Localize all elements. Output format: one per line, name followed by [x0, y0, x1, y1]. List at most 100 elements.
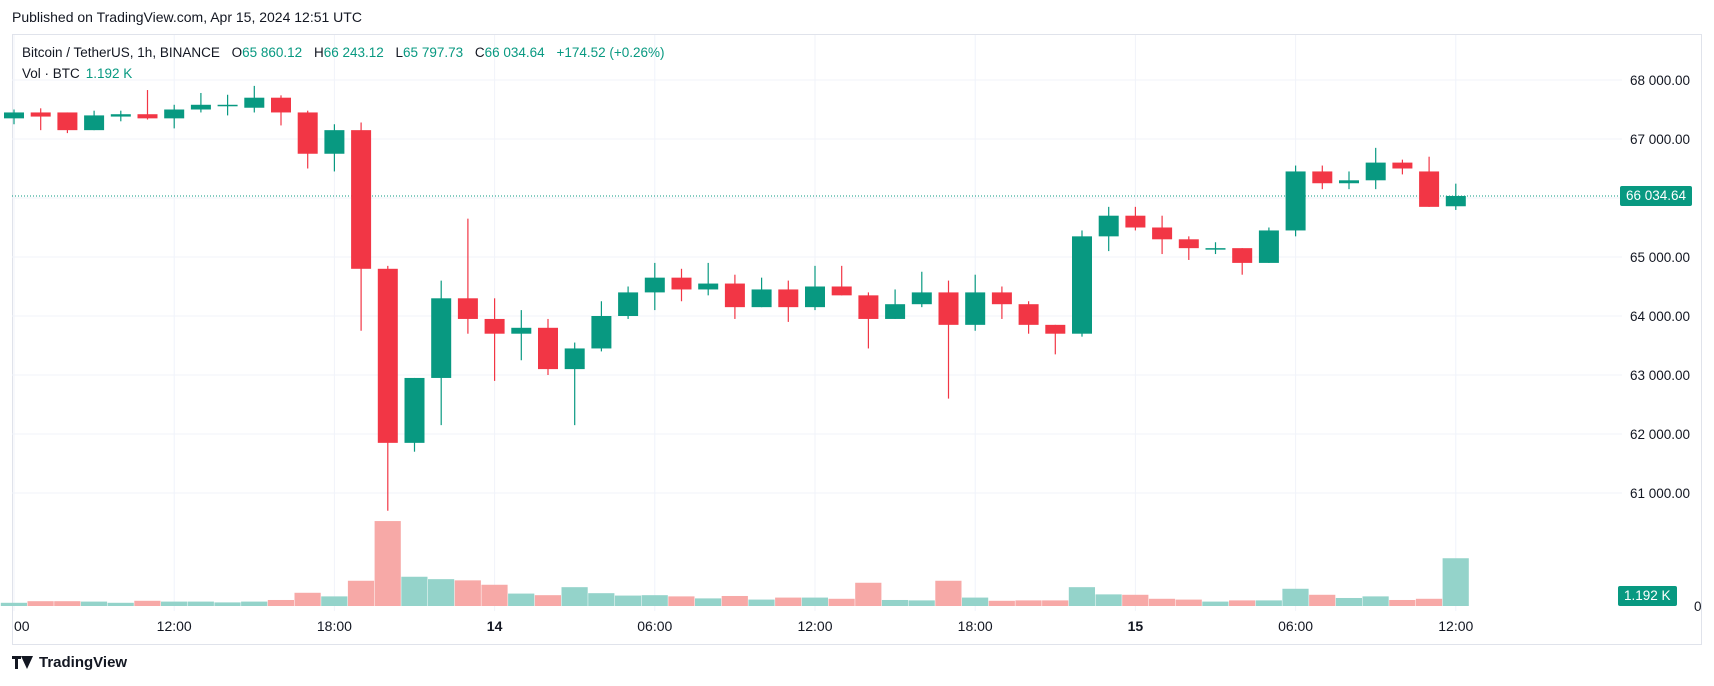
- time-axis-label: 15: [1128, 618, 1144, 634]
- volume-legend: Vol · BTC 1.192 K: [22, 66, 132, 81]
- volume-bar: [134, 600, 161, 606]
- change-value: +174.52 (+0.26%): [556, 45, 665, 60]
- volume-bar: [294, 592, 321, 606]
- candle-body: [885, 304, 906, 319]
- candle-body: [1018, 304, 1039, 325]
- volume-bar: [695, 598, 722, 606]
- tradingview-logo[interactable]: TradingView: [12, 654, 127, 671]
- candle-body: [1419, 171, 1440, 207]
- price-axis-label: 61 000.00: [1630, 486, 1690, 501]
- volume-bar: [1415, 598, 1443, 606]
- open-label: O: [231, 45, 243, 60]
- candle-body: [377, 268, 398, 443]
- volume-bar: [454, 580, 481, 606]
- candle-body: [591, 316, 612, 349]
- volume-bar: [1389, 599, 1416, 606]
- candle-body: [831, 286, 852, 296]
- time-axis-label: 12:00: [797, 618, 832, 634]
- candle-body: [84, 115, 105, 131]
- candle-body: [1045, 324, 1066, 334]
- candle-body: [724, 283, 745, 308]
- volume-bar: [161, 601, 188, 606]
- candle-body: [618, 292, 639, 316]
- candle-body: [324, 130, 345, 154]
- volume-bar: [1335, 597, 1362, 606]
- volume-bar: [748, 599, 775, 606]
- volume-bar: [267, 599, 294, 606]
- volume-bar: [1255, 600, 1282, 606]
- volume-bar: [1309, 594, 1336, 606]
- candle-body: [1445, 195, 1466, 207]
- volume-bar: [1282, 588, 1309, 606]
- candle-body: [1205, 248, 1226, 250]
- volume-bar: [214, 602, 241, 606]
- time-axis-label: 00: [14, 618, 30, 634]
- volume-axis-label: 0: [1694, 599, 1702, 614]
- symbol-name: Bitcoin / TetherUS, 1h, BINANCE: [22, 45, 220, 60]
- candle-body: [1152, 227, 1173, 240]
- volume-bar: [1442, 558, 1469, 606]
- volume-bar: [321, 596, 348, 606]
- price-axis-label: 68 000.00: [1630, 73, 1690, 88]
- chart-frame: [12, 34, 1702, 645]
- candle-body: [1232, 248, 1253, 263]
- candle-body: [30, 112, 51, 117]
- volume-bar: [374, 521, 401, 606]
- candle-body: [1258, 230, 1279, 263]
- time-axis-label: 12:00: [157, 618, 192, 634]
- candle-body: [297, 112, 318, 154]
- volume-bar: [428, 579, 455, 606]
- candle-body: [404, 377, 425, 443]
- price-axis-label: 62 000.00: [1630, 427, 1690, 442]
- high-label: H: [313, 45, 324, 60]
- time-axis-label: 06:00: [637, 618, 672, 634]
- time-axis-label: 06:00: [1278, 618, 1313, 634]
- candle-body: [938, 292, 959, 325]
- volume-bar: [908, 600, 935, 606]
- price-axis-label: 65 000.00: [1630, 250, 1690, 265]
- candle-body: [911, 292, 932, 305]
- volume-bar: [27, 601, 54, 606]
- volume-bar: [1148, 598, 1176, 606]
- candle-body: [511, 327, 532, 334]
- candle-body: [644, 277, 665, 293]
- last-volume-tag: 1.192 K: [1618, 586, 1677, 606]
- candle-body: [1312, 171, 1333, 184]
- volume-bar: [80, 601, 108, 606]
- candle-body: [991, 292, 1012, 305]
- time-axis-label: 12:00: [1438, 618, 1473, 634]
- candle-body: [57, 112, 78, 131]
- close-label: C: [474, 45, 485, 60]
- volume-bar: [107, 602, 134, 606]
- candle-body: [484, 318, 505, 334]
- volume-bar: [721, 595, 748, 606]
- time-axis-label: 18:00: [958, 618, 993, 634]
- candle-body: [858, 295, 879, 319]
- volume-bar: [775, 597, 802, 606]
- volume-bar: [534, 595, 561, 606]
- volume-bar: [561, 587, 588, 606]
- volume-bar: [1015, 600, 1042, 606]
- logo-text: TradingView: [39, 654, 128, 671]
- volume-bar: [988, 600, 1015, 606]
- low-label: L: [395, 45, 404, 60]
- volume-bar: [828, 598, 855, 606]
- candle-body: [457, 298, 478, 319]
- low-value: 65 797.73: [403, 45, 464, 60]
- candle-body: [190, 104, 211, 110]
- close-value: 66 034.64: [484, 45, 545, 60]
- volume-bar: [347, 580, 375, 606]
- volume-bar: [1229, 600, 1256, 606]
- candle-body: [137, 114, 158, 119]
- volume-bar: [668, 596, 695, 606]
- volume-value: 1.192 K: [85, 66, 133, 81]
- volume-label: Vol · BTC: [22, 66, 80, 81]
- volume-bar: [1122, 594, 1149, 606]
- candle-body: [1392, 162, 1413, 169]
- volume-bar: [508, 593, 535, 606]
- volume-bar: [801, 597, 828, 606]
- volume-bar: [1175, 599, 1202, 606]
- time-axis-label: 18:00: [317, 618, 352, 634]
- symbol-legend: Bitcoin / TetherUS, 1h, BINANCE O65 860.…: [22, 45, 665, 60]
